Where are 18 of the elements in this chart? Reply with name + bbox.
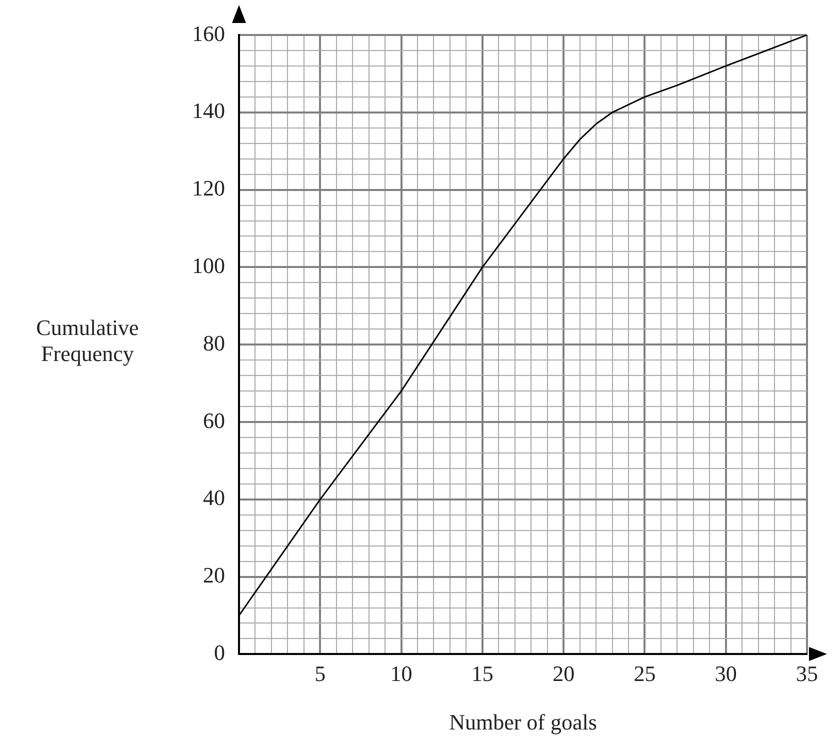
x-tick-label: 15 [471,661,494,686]
y-tick-label: 80 [203,330,225,356]
x-tick-label: 10 [390,661,412,686]
y-tick-label: 20 [203,562,225,588]
y-axis-title: Cumulative Frequency [35,314,140,367]
x-tick-label: 35 [796,661,818,686]
y-tick-label: 40 [203,485,225,510]
y-tick-label: 60 [203,408,225,433]
y-tick-label: 120 [192,176,225,201]
y-tick-label: 100 [192,252,225,278]
y-tick-label: 140 [192,98,225,124]
y-tick-label: 160 [192,20,225,46]
x-axis-title: Number of goals [449,710,597,735]
x-tick-label: 25 [634,661,656,686]
x-tick-label: 30 [714,661,737,686]
y-tick-label: 0 [214,640,225,665]
x-tick-label: 20 [552,661,575,686]
x-tick-label: 5 [314,661,326,686]
